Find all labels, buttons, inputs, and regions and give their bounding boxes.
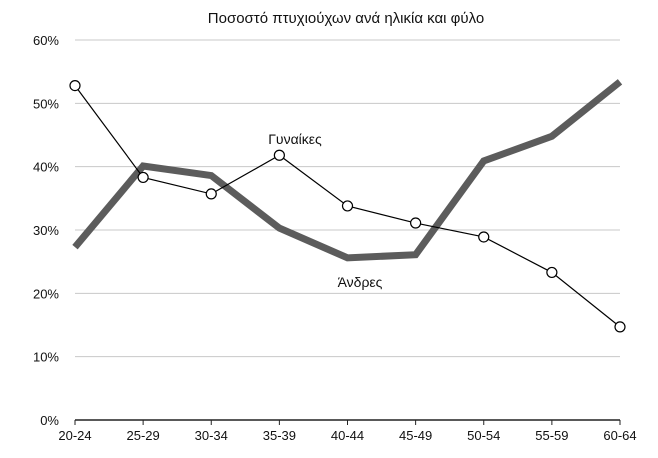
gridlines (75, 39, 620, 421)
chart-title: Ποσοστό πτυχιούχων ανά ηλικία και φύλο (208, 10, 484, 27)
x-tick-label: 25-29 (127, 428, 160, 443)
y-tick-label: 50% (33, 96, 59, 111)
data-point-women (341, 200, 354, 212)
annotation-women: Γυναίκες (268, 131, 322, 147)
data-point-women (478, 231, 490, 243)
x-axis-ticks: 20-24 25-29 30-34 35-39 40-44 45-49 50-54 55-59… (58, 420, 637, 443)
x-tick-label: 30-34 (195, 428, 228, 443)
data-point-women (69, 79, 81, 92)
y-tick-label: 0% (40, 413, 59, 428)
x-tick-label: 40-44 (331, 428, 364, 443)
y-tick-label: 20% (33, 286, 59, 301)
data-point-women (546, 266, 558, 279)
data-point-women (205, 188, 217, 200)
x-tick-label: 60-64 (603, 428, 636, 443)
series-line-men (72, 79, 623, 262)
y-tick-label: 10% (33, 350, 59, 365)
x-tick-label: 45-49 (399, 428, 432, 443)
x-tick-label: 20-24 (58, 428, 91, 443)
data-point-women (410, 217, 422, 229)
series-women (69, 79, 626, 333)
data-point-women (614, 321, 626, 333)
x-tick-label: 50-54 (467, 428, 500, 443)
annotation-men: Άνδρες (338, 274, 383, 290)
y-tick-label: 40% (33, 160, 59, 175)
y-tick-label: 30% (33, 223, 59, 238)
y-tick-label: 60% (33, 33, 59, 48)
series-men (72, 79, 623, 262)
data-point-women (137, 171, 149, 184)
data-point-women (273, 149, 285, 161)
x-tick-label: 55-59 (535, 428, 568, 443)
x-tick-label: 35-39 (263, 428, 296, 443)
y-axis-ticks: 0% 10% 20% 30% 40% 50% 60% (33, 33, 59, 428)
